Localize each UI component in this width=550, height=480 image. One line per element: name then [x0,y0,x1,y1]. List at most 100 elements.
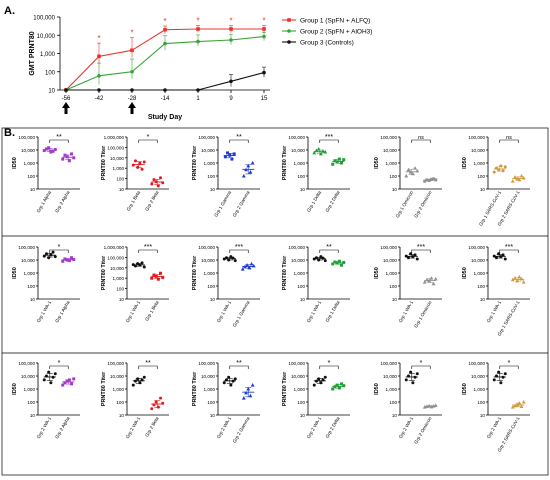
scatter-y-label: ID50 [374,383,380,395]
scatter-point [156,277,160,281]
scatter-point [497,370,501,374]
scatter-y-tick-label: 100,000 [380,245,397,250]
scatter-significance-bracket [499,249,519,253]
panel-a-legend-marker [287,18,291,22]
scatter-y-tick-label: 100,000 [288,361,305,366]
scatter-point [316,146,321,151]
scatter-y-tick-label: 100,000 [288,245,305,250]
scatter-point [61,383,65,387]
panel-a-x-tick-label: -28 [128,96,137,102]
panel-a-legend-marker [287,40,291,44]
scatter-y-tick-label: 100 [116,287,124,292]
scatter-y-tick-label: 10,000 [21,258,35,263]
scatter-y-tick-label: 10,000 [110,374,124,379]
scatter-point [248,393,253,398]
scatter-point [250,160,255,165]
scatter-point [159,396,163,400]
scatter-point [335,160,339,164]
scatter-point [159,176,163,180]
scatter-y-tick-label: 10 [480,413,486,418]
scatter-y-tick-label: 1,000,000 [104,245,125,250]
scatter-point [44,252,48,256]
scatter-point [140,167,144,171]
scatter-y-label: ID50 [374,157,380,169]
scatter-point [342,260,346,264]
scatter-y-tick-label: 10,000 [383,258,397,263]
scatter-significance-label: ** [145,360,151,367]
scatter-y-label: PRNT80 Titer [282,255,288,290]
scatter-point [337,157,341,161]
scatter-significance-label: *** [235,244,243,251]
scatter-point [51,250,55,254]
scatter-y-tick-label: 10 [119,297,125,302]
scatter-point [492,170,496,174]
scatter-significance-label: *** [417,244,425,251]
scatter-point [318,151,323,156]
scatter-point [415,372,419,376]
scatter-significance-label: *** [144,244,152,251]
scatter-y-tick-label: 10,000 [201,374,215,379]
panel-a-x-tick-label: 15 [261,96,268,102]
scatter-point [159,271,163,275]
scatter-significance-bracket [138,249,158,253]
scatter-y-tick-label: 100 [389,400,397,405]
scatter-point [342,384,346,388]
scatter-y-tick-label: 10,000 [291,148,305,153]
scatter-significance-bracket [138,139,158,143]
scatter-point [340,263,344,267]
panel-a-point [262,34,266,39]
scatter-point [503,372,507,376]
scatter-y-label: ID50 [12,383,18,395]
scatter-point [67,159,71,163]
scatter-point [63,381,67,385]
scatter-point [250,382,255,387]
scatter-y-tick-label: 100,000 [468,245,485,250]
scatter-y-tick-label: 10,000 [291,374,305,379]
scatter-y-tick-label: 10 [30,187,36,192]
scatter-y-tick-label: 1,000 [294,161,306,166]
scatter-point [333,159,337,163]
panel-a-point [130,69,134,74]
scatter-point [513,175,517,179]
scatter-point [233,377,237,381]
scatter-point [70,382,74,386]
panel-a-point [229,79,233,84]
scatter-point [312,150,317,155]
scatter-significance-bracket [411,365,431,369]
scatter-point [248,169,253,174]
scatter-point [331,162,335,166]
scatter-point [131,383,135,387]
scatter-point [53,255,57,259]
scatter-point [521,279,526,284]
scatter-point [42,149,46,153]
scatter-point [142,265,146,269]
scatter-point [340,161,344,165]
scatter-significance-label: * [328,360,331,367]
scatter-y-tick-label: 1,000 [204,271,216,276]
scatter-y-tick-label: 10,000 [201,258,215,263]
scatter-point [494,256,498,260]
scatter-point [152,178,156,182]
scatter-significance-label: ** [56,134,62,141]
scatter-point [521,399,526,404]
scatter-y-tick-label: 100 [27,284,35,289]
scatter-point [42,378,46,382]
scatter-y-label: PRNT80 Titer [282,371,288,406]
scatter-point [413,253,417,257]
scatter-y-tick-label: 10 [300,413,306,418]
scatter-y-tick-label: 100 [207,174,215,179]
scatter-significance-bracket [138,365,158,369]
panel-a-y-tick-label: 10 [48,89,55,95]
scatter-y-tick-label: 10,000 [21,148,35,153]
panel-a-significance-mark: * [262,17,265,26]
scatter-y-label: PRNT80 Titer [282,145,288,180]
scatter-point [323,259,327,263]
scatter-point [409,370,413,374]
scatter-y-label: ID50 [374,267,380,279]
scatter-point [240,266,245,271]
panel-a-point [262,27,266,31]
scatter-significance-label: ** [236,134,242,141]
scatter-y-tick-label: 1,000 [294,271,306,276]
scatter-y-label: ID50 [12,267,18,279]
scatter-significance-bracket [229,365,249,369]
